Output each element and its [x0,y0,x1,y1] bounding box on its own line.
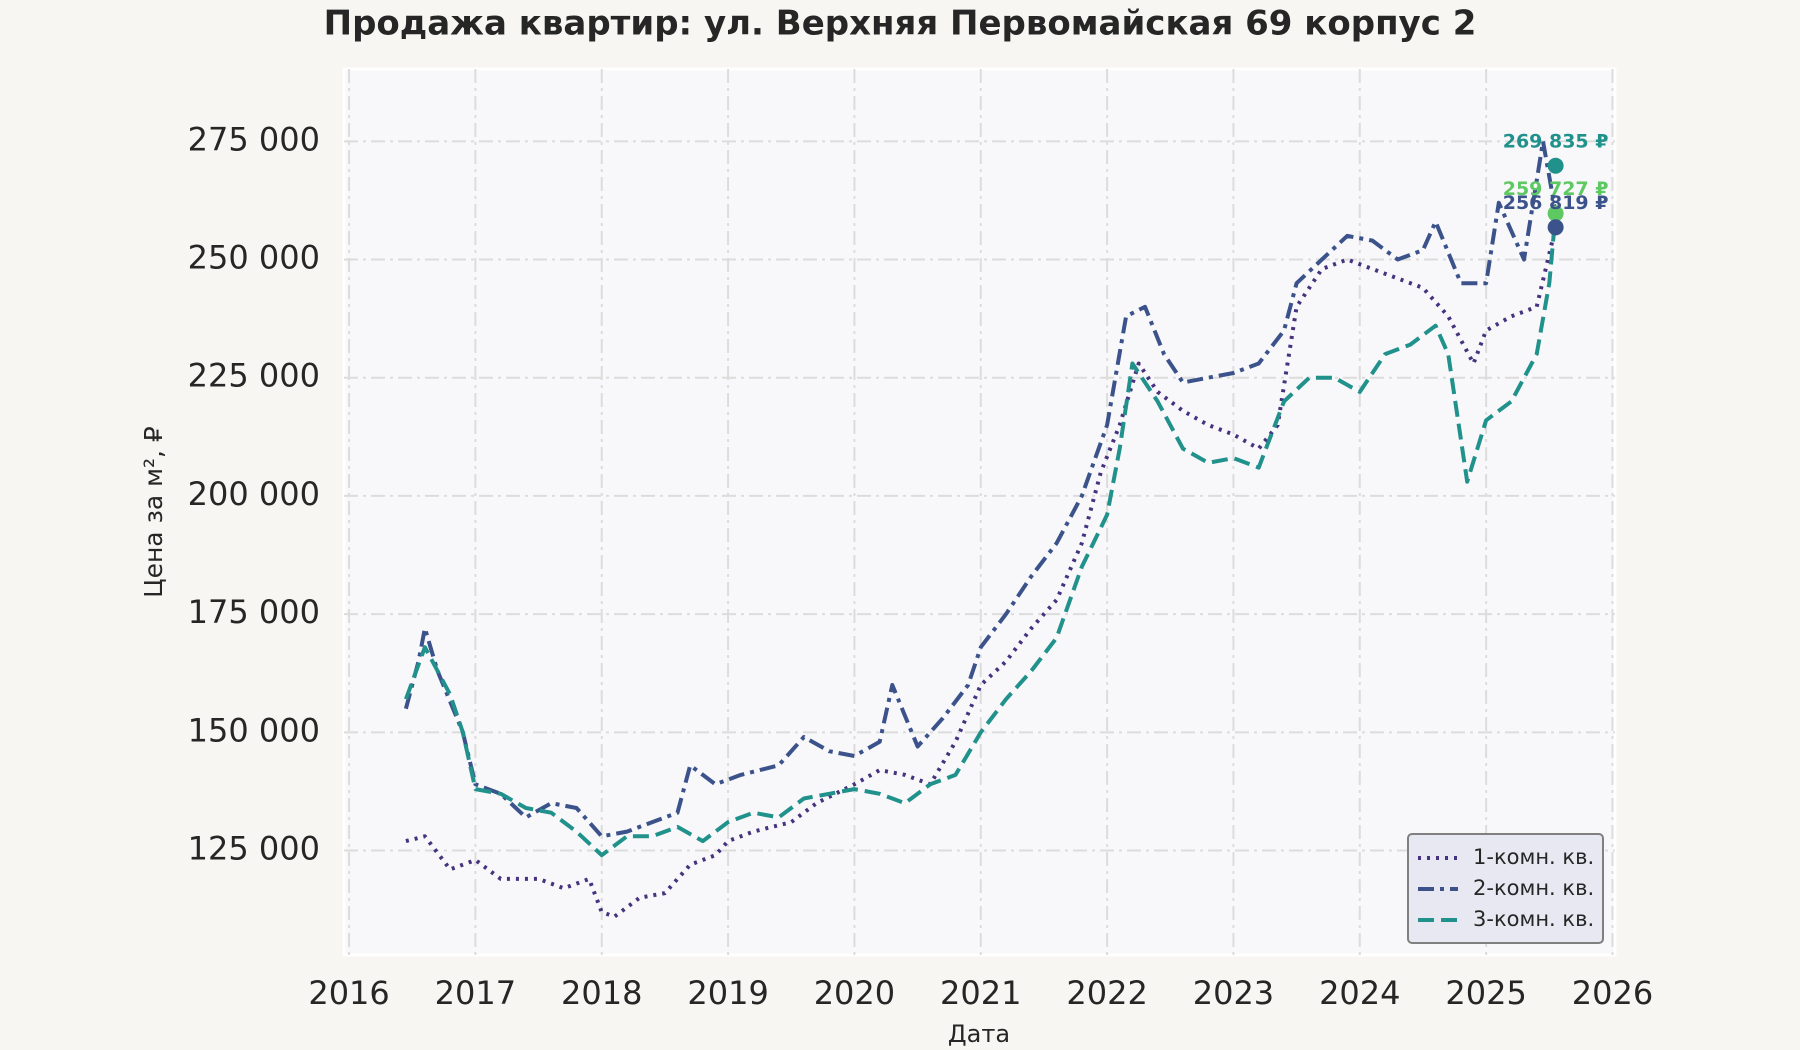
annotation-dot [1547,157,1564,174]
annotation-dot [1547,205,1564,222]
x-axis-label: Дата [948,1020,1010,1048]
annotation-label: 256 819 ₽ [1503,192,1609,214]
y-tick-label: 200 000 [188,475,320,513]
y-tick-label: 175 000 [188,593,320,631]
x-tick-label: 2025 [1445,974,1526,1012]
y-tick-label: 225 000 [188,357,320,395]
annotation-dot [1547,219,1564,236]
series-line [403,139,1558,839]
y-tick-label: 150 000 [188,711,320,749]
x-tick-label: 2016 [308,974,389,1012]
x-tick-label: 2022 [1066,974,1147,1012]
legend-label: 3-комн. кв. [1473,907,1594,931]
y-tick-label: 275 000 [188,120,320,158]
lines [403,139,1564,919]
y-tick-label: 125 000 [188,830,320,868]
x-tick-label: 2026 [1572,974,1653,1012]
x-tick-label: 2020 [814,974,895,1012]
legend-label: 2-комн. кв. [1473,876,1594,900]
series-line [404,213,1558,858]
chart-title: Продажа квартир: ул. Верхняя Первомайска… [324,4,1477,44]
legend-box [1407,833,1604,944]
x-tick-label: 2024 [1319,974,1400,1012]
annotation-label: 269 835 ₽ [1503,130,1609,152]
legend-label: 1-комн. кв. [1473,845,1594,869]
x-tick-label: 2021 [940,974,1021,1012]
plot-area [342,67,1617,957]
grid [344,69,1615,955]
legend: 1-комн. кв. 2-комн. кв. 3-комн. кв. [1407,833,1604,944]
y-tick-label: 250 000 [188,239,320,277]
x-tick-label: 2017 [435,974,516,1012]
x-tick-label: 2023 [1193,974,1274,1012]
annotation-label: 259 727 ₽ [1503,178,1609,200]
y-axis-label: Цена за м², ₽ [139,426,168,598]
x-tick-label: 2018 [561,974,642,1012]
x-tick-label: 2019 [687,974,768,1012]
